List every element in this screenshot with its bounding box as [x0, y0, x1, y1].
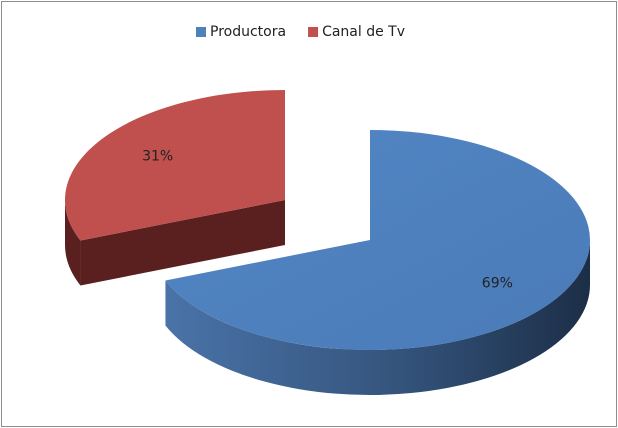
legend-label: Productora	[210, 24, 286, 40]
slice	[165, 130, 591, 351]
legend: Productora Canal de Tv	[196, 24, 405, 40]
legend-swatch	[308, 27, 319, 37]
data-label: 31%	[142, 149, 173, 165]
slice-wall	[165, 240, 591, 395]
legend-label: Canal de Tv	[322, 24, 405, 40]
slice	[64, 89, 285, 241]
data-label: 69%	[482, 275, 513, 291]
legend-swatch	[196, 27, 206, 37]
slice-side	[80, 200, 285, 286]
pie: 31% 69%	[64, 89, 591, 395]
slice-wall	[65, 200, 81, 286]
